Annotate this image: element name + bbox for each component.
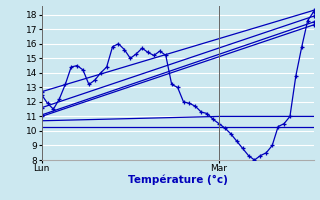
X-axis label: Température (°c): Température (°c) xyxy=(128,175,228,185)
